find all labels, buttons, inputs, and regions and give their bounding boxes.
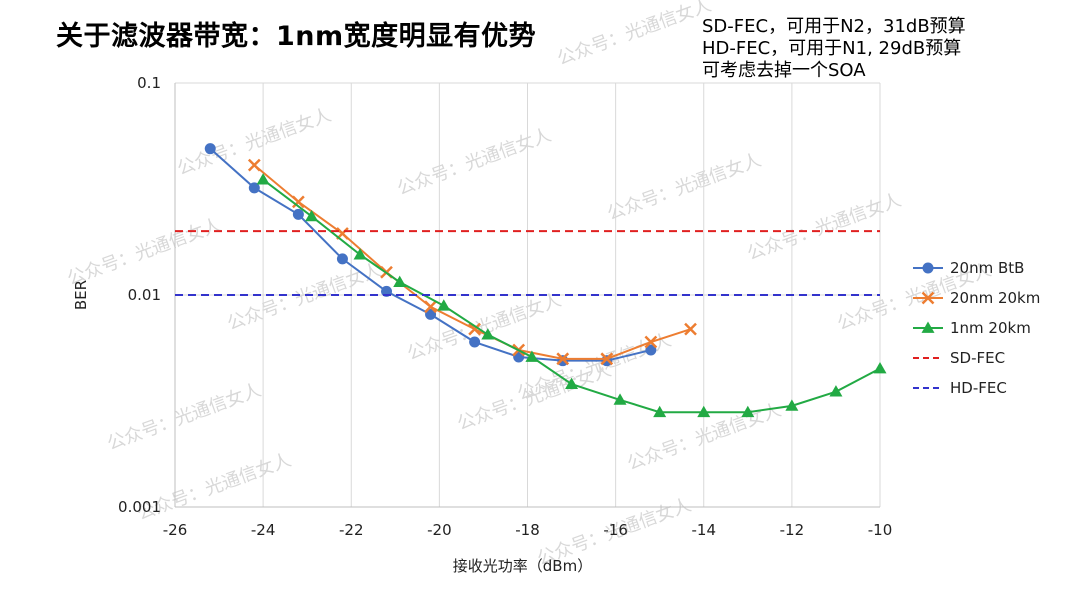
data-point [829, 385, 843, 397]
y-tick-label: 0.01 [128, 286, 161, 304]
data-point [353, 248, 367, 260]
data-point [248, 182, 260, 194]
watermark-text: 公众号：光通信女人 [105, 380, 264, 455]
notes: SD-FEC，可用于N2，31dB预算 HD-FEC，可用于N1, 29dB预算… [702, 16, 966, 82]
data-point [247, 158, 261, 172]
legend: 20nm BtB 20nm 20km 1nm 20km SD-FEC HD-FEC [913, 259, 1040, 397]
y-tick-label: 0.1 [137, 74, 161, 92]
data-point [644, 335, 658, 349]
legend-marker [921, 291, 935, 305]
legend-label: 1nm 20km [950, 319, 1031, 337]
watermark-text: 公众号：光通信女人 [455, 360, 614, 435]
legend-item: 20nm 20km [913, 289, 1040, 307]
note-sd-fec: SD-FEC，可用于N2，31dB预算 [702, 16, 966, 37]
watermark-text: 公众号：光通信女人 [555, 0, 714, 70]
data-point [481, 328, 495, 340]
x-tick-label: -16 [603, 521, 628, 539]
x-tick-label: -18 [515, 521, 540, 539]
data-point [557, 355, 569, 367]
data-point [468, 322, 482, 336]
x-tick-label: -14 [692, 521, 717, 539]
y-tick-label: 0.001 [118, 498, 161, 516]
x-tick-label: -20 [427, 521, 452, 539]
watermark-text: 公众号：光通信女人 [605, 150, 764, 225]
legend-marker [921, 321, 935, 333]
data-point [336, 253, 348, 265]
legend-label: HD-FEC [950, 379, 1007, 397]
series-group [175, 143, 887, 418]
data-point [525, 350, 539, 362]
watermark-text: 公众号：光通信女人 [65, 215, 224, 290]
x-tick-label: -26 [163, 521, 188, 539]
legend-label: SD-FEC [950, 349, 1005, 367]
data-point [653, 405, 667, 418]
data-point [785, 399, 799, 411]
slide-title: 关于滤波器带宽：1nm宽度明显有优势 [56, 21, 537, 52]
data-point [291, 195, 305, 209]
watermark-text: 公众号：光通信女人 [395, 125, 554, 200]
data-point [684, 322, 697, 336]
data-point [613, 393, 627, 405]
data-point [556, 352, 570, 366]
legend-marker [922, 262, 934, 274]
data-point [437, 299, 451, 311]
data-point [425, 308, 437, 320]
data-point [204, 143, 216, 155]
data-point [256, 173, 270, 185]
x-tick-label: -24 [251, 521, 276, 539]
legend-item: 1nm 20km [913, 319, 1031, 337]
note-hd-fec: HD-FEC，可用于N1, 29dB预算 [702, 38, 962, 59]
data-point [292, 208, 304, 220]
data-point [469, 336, 481, 348]
tick-labels: -26 -24 -22 -20 -18 -16 -14 -12 -10 0.1 0.01 0.001 接… [72, 74, 892, 575]
data-point [305, 209, 319, 222]
x-tick-label: -22 [339, 521, 364, 539]
x-tick-label: -12 [780, 521, 805, 539]
legend-item: SD-FEC [913, 349, 1005, 367]
x-axis-label: 接收光功率（dBm） [453, 557, 592, 575]
legend-label: 20nm 20km [950, 289, 1040, 307]
watermark-text: 公众号：光通信女人 [175, 105, 334, 180]
legend-item: 20nm BtB [913, 259, 1024, 277]
data-point [393, 275, 407, 288]
data-point [741, 405, 755, 418]
data-point [873, 362, 887, 374]
note-soa: 可考虑去掉一个SOA [702, 60, 866, 81]
data-point [600, 352, 614, 366]
x-tick-label: -10 [868, 521, 893, 539]
data-point [645, 344, 657, 356]
data-point [697, 405, 711, 418]
legend-label: 20nm BtB [950, 259, 1024, 277]
data-point [424, 300, 437, 314]
y-axis-label: BER [72, 280, 90, 310]
series-1nm-20km [256, 173, 887, 418]
watermarks: 公众号：光通信女人 公众号：光通信女人公众号：光通信女人公众号：光通信女人公众号：… [65, 0, 994, 570]
legend-item: HD-FEC [913, 379, 1007, 397]
data-point [565, 377, 579, 389]
